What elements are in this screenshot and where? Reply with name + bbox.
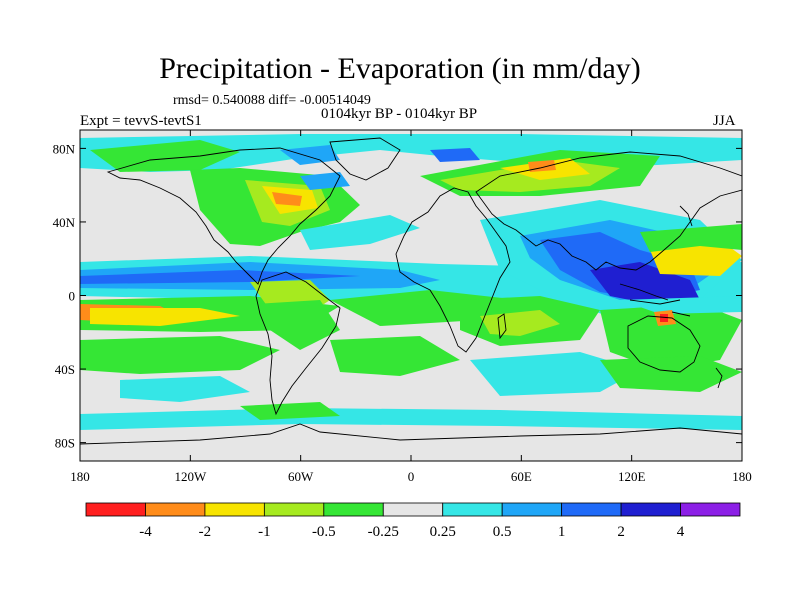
colorbar-label: 4 — [677, 524, 685, 540]
colorbar-label: -1 — [258, 524, 271, 540]
field-so-cyan — [470, 352, 640, 396]
coastline-greenland — [329, 137, 401, 181]
lat-tick-label: 40N — [53, 215, 76, 230]
colorbar-swatch — [85, 502, 146, 517]
colorbar-label: -0.5 — [312, 524, 336, 540]
plot-title: Precipitation - Evaporation (in mm/day) — [159, 52, 641, 85]
colorbar-label: 0.25 — [430, 524, 456, 540]
lon-tick-label: 60W — [288, 469, 314, 484]
coastlines — [80, 137, 742, 445]
field-antarctic-green — [240, 402, 340, 420]
field-asia-navy — [590, 262, 700, 306]
coastline-asia — [475, 151, 742, 271]
lon-tick-label: 60E — [511, 469, 532, 484]
colorbar-label: -2 — [199, 524, 212, 540]
lon-tick-label: 180 — [70, 469, 90, 484]
colorbar-label: 1 — [558, 524, 566, 540]
lon-tick-label: 0 — [408, 469, 415, 484]
colorbar-swatch — [680, 502, 741, 517]
field-newguinea-red — [660, 314, 668, 322]
colorbar-label: 0.5 — [493, 524, 512, 540]
coastline-south-america — [255, 271, 341, 416]
field-so-cyan — [120, 376, 250, 402]
colorbar-swatch — [145, 502, 206, 517]
lon-tick-label: 180 — [732, 469, 752, 484]
map-field — [80, 130, 742, 461]
field-epac-yellow — [90, 308, 240, 326]
field-so-green — [330, 336, 460, 376]
colorbar-label: -4 — [139, 524, 152, 540]
lat-tick-label: 40S — [55, 362, 75, 377]
field-aus-green — [600, 304, 742, 370]
colorbar-swatch — [323, 502, 384, 517]
colorbar-swatch — [263, 502, 325, 517]
lon-tick-label: 120W — [174, 469, 207, 484]
coastline-madagascar — [497, 313, 507, 340]
coastline-australia — [627, 315, 701, 373]
field-siberia-orange — [528, 160, 556, 172]
field-arctic-blue — [430, 148, 480, 162]
colorbar-swatch — [501, 502, 563, 517]
period-label: 0104kyr BP - 0104kyr BP — [321, 106, 478, 122]
colorbar-swatch — [204, 502, 265, 517]
field-labrador-blue — [300, 172, 350, 190]
coastline-new-zealand — [715, 367, 723, 389]
coastline-europe-africa — [395, 187, 511, 353]
experiment-label: Expt = tevvS-tevtS1 — [80, 113, 202, 129]
colorbar-swatch — [382, 502, 444, 517]
field-na-orange — [272, 192, 302, 206]
field-samer-green — [255, 300, 340, 350]
colorbar-swatch — [442, 502, 503, 517]
colorbar-swatch — [561, 502, 622, 517]
colorbar: -4 -2 -1 -0.5 -0.25 0.25 0.5 1 2 4 — [85, 502, 741, 540]
field-aus-cyan — [620, 296, 742, 314]
coastline-indonesia — [619, 283, 691, 317]
colorbar-label: -0.25 — [368, 524, 399, 540]
stats-line: rmsd= 0.540088 diff= -0.00514049 — [173, 93, 371, 108]
lat-tick-label: 80S — [55, 436, 75, 451]
lat-tick-label: 0 — [69, 289, 76, 304]
coastline-north-america — [106, 147, 341, 285]
lon-tick-label: 120E — [618, 469, 646, 484]
coastline-japan — [679, 205, 693, 227]
season-label: JJA — [713, 113, 736, 129]
field-so-green — [80, 336, 280, 374]
latitude-axis: 80N 40N 0 40S 80S — [53, 141, 742, 451]
lat-tick-label: 80N — [53, 141, 76, 156]
field-so-green — [600, 356, 742, 392]
field-antarctic-cyan — [80, 408, 742, 430]
field-atlantic-cyan — [300, 215, 420, 250]
colorbar-label: 2 — [617, 524, 625, 540]
field-arctic-green — [90, 140, 240, 172]
longitude-axis: 180 120W 60W 0 60E 120E 180 — [70, 130, 752, 484]
field-wpac-green — [640, 224, 742, 252]
field-arctic-blue — [280, 145, 340, 165]
colorbar-swatch — [620, 502, 681, 517]
coastline-antarctica — [80, 423, 742, 445]
